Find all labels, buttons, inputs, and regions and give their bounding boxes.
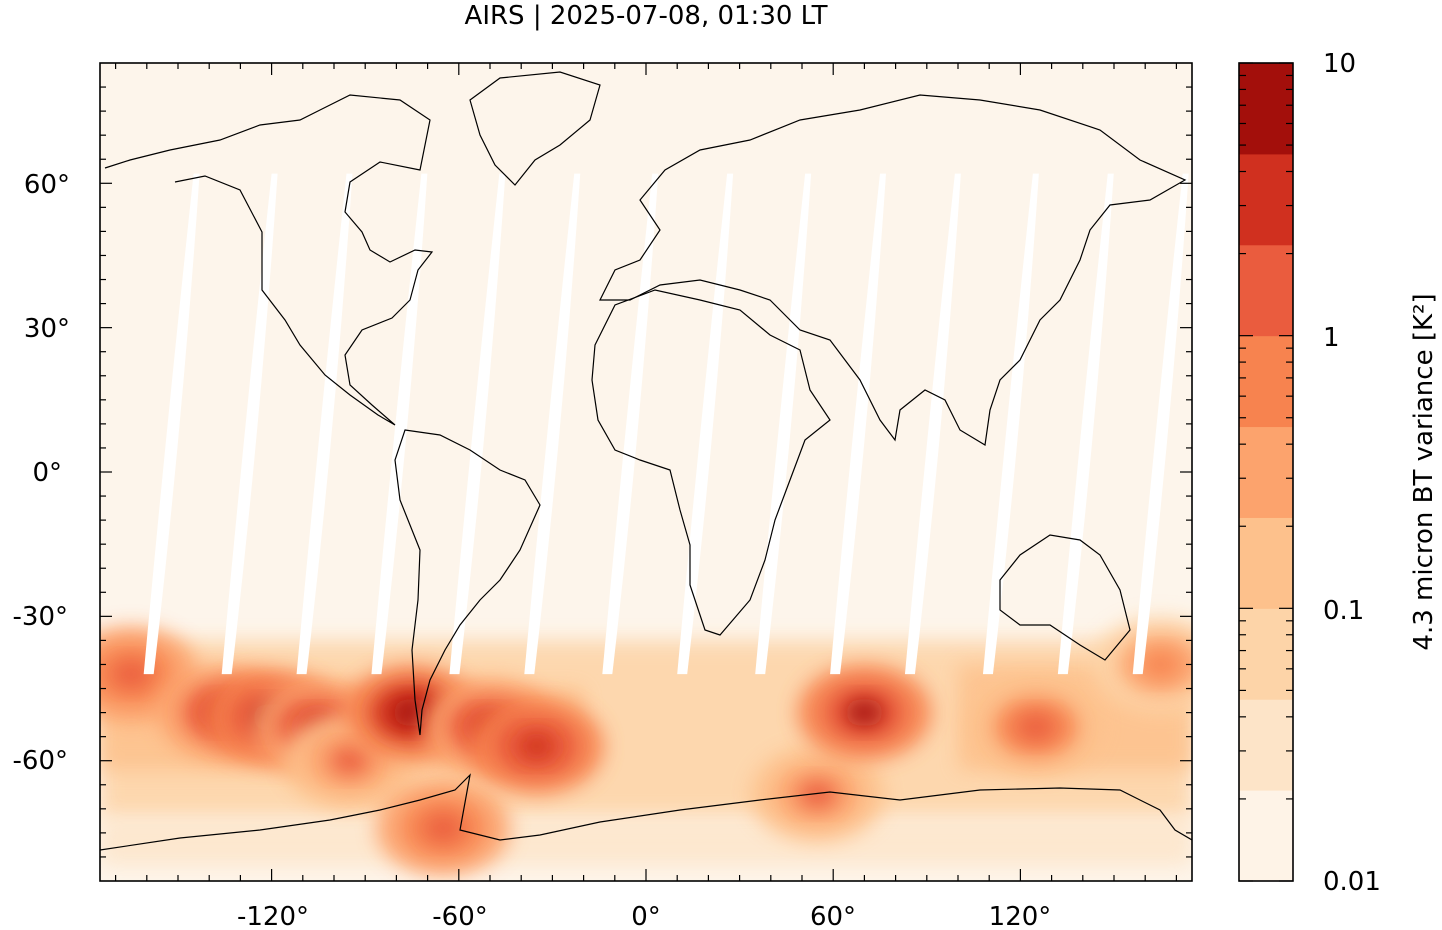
y-tick-label: 0° (32, 458, 62, 488)
swath-gap (830, 173, 886, 675)
coastline-eurasia (599, 94, 1187, 446)
chart-title: AIRS | 2025-07-08, 01:30 LT (465, 1, 828, 31)
hotspot-contour (798, 780, 838, 809)
coastline-africa (591, 289, 831, 636)
hotspot (469, 698, 604, 795)
x-tick-label: 60° (810, 902, 856, 930)
hotspot (376, 780, 511, 877)
coastline-australia (999, 534, 1131, 661)
coastline-north-america (104, 94, 434, 426)
swath-gap (1057, 173, 1114, 675)
colorbar: 10 1 0.1 0.01 4.3 micron BT variance [K²… (1238, 49, 1439, 897)
colorbar-band (1239, 699, 1293, 791)
swath-gap-layer (143, 173, 1189, 675)
colorbar-ticks (1239, 62, 1293, 882)
swath-gap (904, 173, 961, 675)
hotspot-contour (1141, 650, 1181, 679)
hotspot-contour (330, 746, 370, 775)
swath-gap (296, 173, 353, 675)
colorbar-band (1239, 517, 1293, 609)
map-ticks (100, 63, 1192, 881)
hotspot (1093, 616, 1192, 713)
hotspot (968, 679, 1104, 776)
colorbar-frame (1238, 62, 1294, 882)
coastline-antarctica (100, 773, 1192, 851)
colorbar-band (1239, 244, 1293, 337)
hotspot (750, 746, 885, 843)
x-tick-label: 0° (631, 902, 661, 930)
swath-gap (371, 173, 428, 675)
x-tick-label: -120° (237, 902, 309, 930)
antarctic-coast-band (100, 818, 1192, 867)
colorbar-tick-label: 1 (1323, 323, 1340, 353)
swath-gap (1132, 173, 1189, 675)
colorbar-band (1239, 608, 1293, 700)
coastline-south-america (394, 429, 541, 736)
x-tick-label: -60° (432, 902, 487, 930)
swath-gap (524, 173, 581, 675)
swath-gap (143, 173, 200, 675)
colorbar-bands (1239, 63, 1293, 882)
colorbar-tick-label: 0.01 (1323, 867, 1381, 897)
hotspot-layer (100, 616, 1192, 877)
x-tick-label: 120° (989, 902, 1052, 930)
colorbar-band (1239, 153, 1293, 246)
y-tick-label: -60° (13, 746, 68, 776)
colorbar-band (1239, 335, 1293, 428)
x-tick-labels: -120° -60° 0° 60° 120° (237, 902, 1051, 930)
coastline-greenland (469, 71, 601, 186)
colorbar-label: 4.3 micron BT variance [K²] (1409, 293, 1439, 650)
swath-gap (982, 173, 1039, 675)
y-tick-labels: 60° 30° 0° -30° -60° (13, 170, 70, 776)
swath-gap (755, 173, 812, 675)
colorbar-tick-label: 10 (1323, 49, 1356, 79)
y-tick-label: 30° (24, 314, 70, 344)
hotspot-contour (423, 814, 463, 843)
hotspot (797, 664, 932, 761)
colorbar-band (1239, 426, 1293, 518)
swath-gap (677, 173, 734, 675)
colorbar-tick-label: 0.1 (1323, 596, 1364, 626)
map-panel (100, 63, 1192, 881)
hotspot-contour (844, 698, 885, 727)
hotspot-contour (111, 660, 151, 689)
swath-gap (449, 173, 506, 675)
coastlines (100, 71, 1192, 851)
hotspot-contour (1016, 713, 1056, 742)
swath-gap (221, 173, 278, 675)
y-tick-label: 60° (24, 170, 70, 200)
colorbar-band (1239, 790, 1293, 882)
y-tick-label: -30° (13, 602, 68, 632)
hotspot-contour (517, 732, 557, 761)
colorbar-band (1239, 63, 1293, 155)
swath-gap (602, 173, 659, 675)
